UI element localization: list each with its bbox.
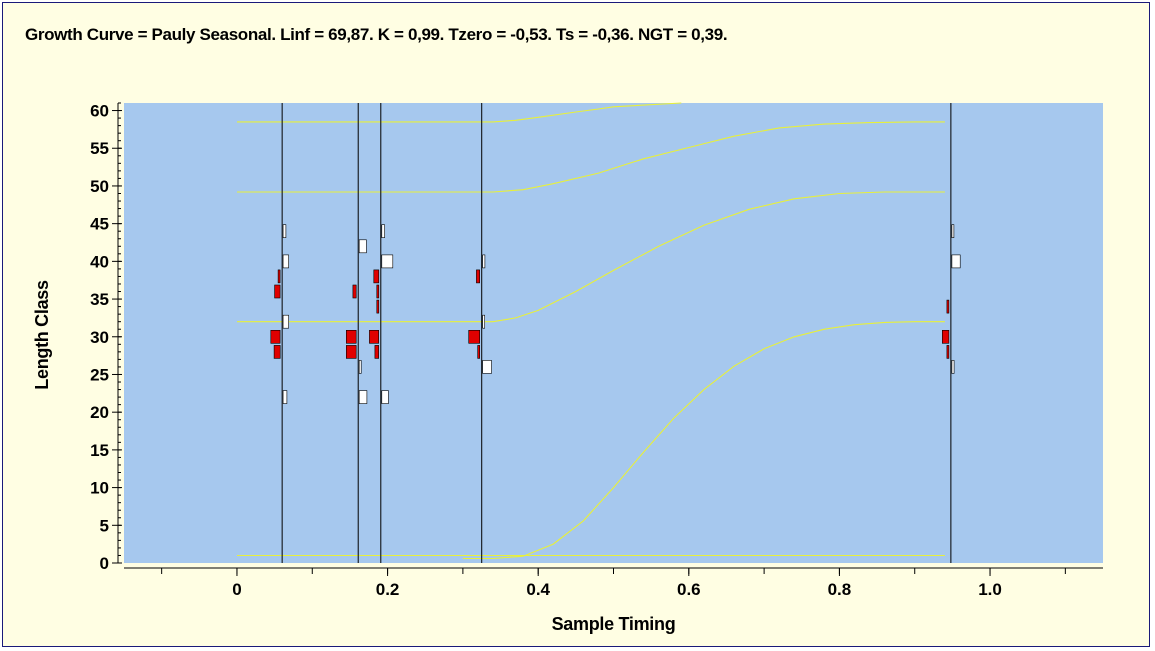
y-tick-label: 20 [90,403,109,422]
positive-bar-s5-44 [951,224,955,238]
y-tick-label: 45 [90,215,109,234]
x-tick-label: 0.8 [828,580,852,599]
y-tick-label: 35 [90,290,109,309]
negative-bar-s1-38 [277,269,281,284]
y-tick-label: 40 [90,252,109,271]
growth-curves [237,102,945,560]
positive-bar-s1-32 [282,314,289,329]
y-axis-title: Length Class [32,280,52,390]
positive-bar-s4-26 [482,360,492,374]
growth-curve-1 [237,102,682,123]
chart-title: Growth Curve = Pauly Seasonal. Linf = 69… [25,25,728,44]
negative-bar-s4-30 [468,329,481,344]
positive-bar-s2-22 [358,390,368,404]
x-tick-label: 0.2 [376,580,400,599]
growth-curve-3 [237,191,945,323]
positive-bar-s1-22 [282,390,288,404]
growth-curve-4 [462,321,945,560]
positive-bar-s2-26 [358,360,362,374]
negative-bar-s4-38 [476,269,480,284]
positive-bar-s3-40 [381,254,394,269]
negative-bar-s5-30 [941,329,950,344]
y-tick-label: 50 [90,177,109,196]
y-tick-label: 30 [90,328,109,347]
positive-bar-s2-42 [358,239,367,254]
y-tick-label: 55 [90,139,109,158]
length-frequency-bars [270,224,961,404]
negative-bar-s2-30 [345,329,357,344]
y-tick-label: 60 [90,102,109,121]
positive-bar-s1-44 [282,224,287,238]
x-tick-label: 1.0 [978,580,1002,599]
y-tick-label: 0 [100,554,109,573]
y-tick-label: 15 [90,441,109,460]
negative-bar-s3-30 [369,329,379,344]
y-tick-label: 5 [100,516,109,535]
y-tick-label: 10 [90,479,109,498]
growth-curve-2 [237,121,945,193]
x-tick-label: 0.6 [677,580,701,599]
positive-bar-s3-22 [381,390,389,404]
y-tick-label: 25 [90,365,109,384]
negative-bar-s3-34 [376,299,380,314]
x-tick-label: 0 [232,580,241,599]
positive-bar-s5-26 [951,360,955,374]
x-tick-label: 0.4 [526,580,550,599]
x-axis-title: Sample Timing [552,614,676,634]
negative-bar-s2-28 [345,345,357,359]
positive-bar-s4-32 [482,314,486,329]
negative-bar-s5-28 [946,345,950,359]
negative-bar-s5-34 [946,299,950,314]
x-axis: 0 0.2 0.4 0.6 0.8 1.0 [124,567,1103,599]
negative-bar-s3-28 [374,345,379,359]
negative-bar-s4-28 [477,345,481,359]
positive-bar-s5-40 [951,254,961,269]
negative-bar-s1-28 [273,345,281,359]
negative-bar-s2-36 [352,284,357,299]
negative-bar-s1-30 [270,329,281,344]
negative-bar-s1-36 [274,284,281,299]
plot-area [124,103,1103,563]
negative-bar-s3-38 [373,269,380,284]
y-axis: 0 5 10 15 20 25 30 35 40 45 50 55 60 [90,102,122,573]
positive-bar-s3-44 [381,224,385,238]
positive-bar-s4-40 [482,254,486,269]
sample-lines [281,103,952,563]
positive-bar-s1-40 [282,254,289,269]
negative-bar-s3-36 [376,284,380,299]
